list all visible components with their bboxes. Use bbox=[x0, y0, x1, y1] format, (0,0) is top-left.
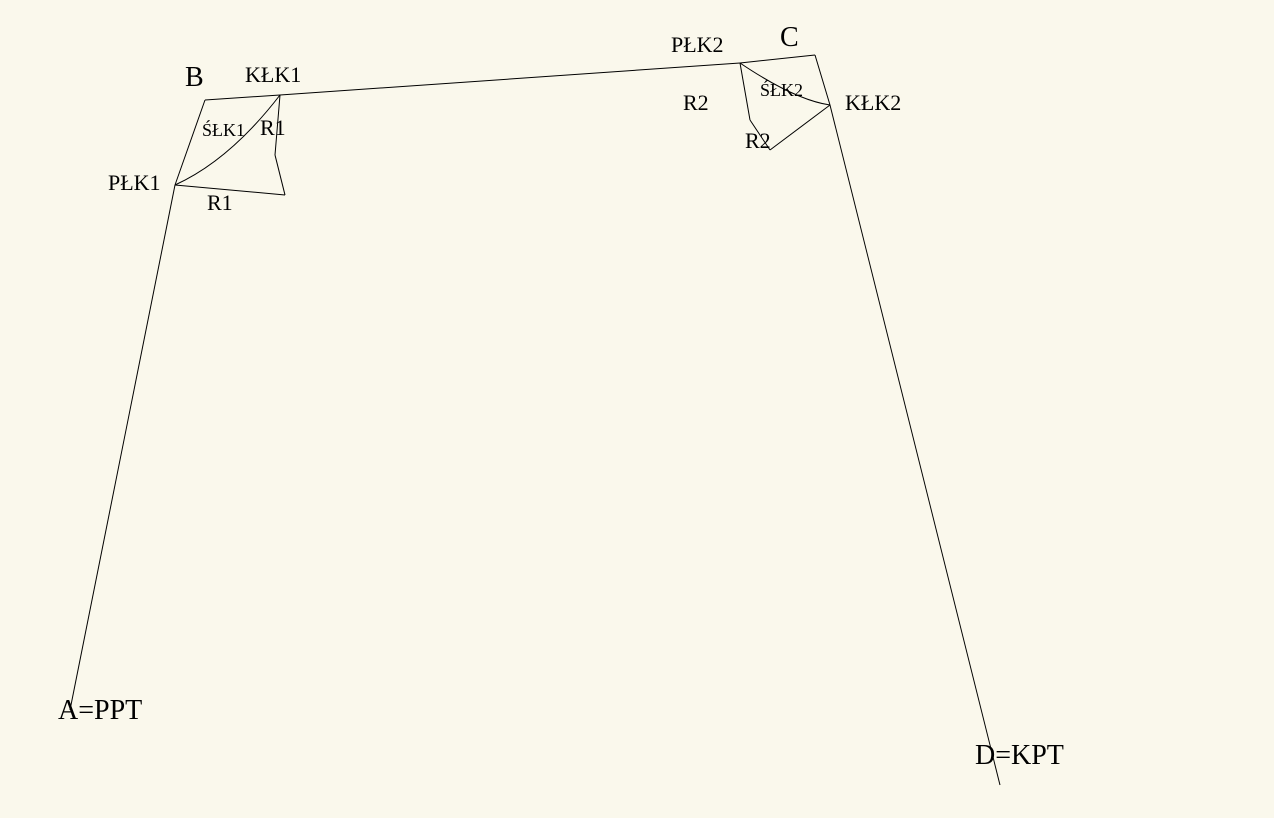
label-A: A=PPT bbox=[58, 695, 142, 727]
label-R1upper: R1 bbox=[260, 115, 286, 141]
label-PLK1: PŁK1 bbox=[108, 170, 161, 196]
label-R2lower: R2 bbox=[745, 128, 771, 154]
label-C: C bbox=[780, 22, 799, 54]
label-SLK1: ŚŁK1 bbox=[202, 120, 245, 141]
geometry-diagram bbox=[0, 0, 1274, 818]
label-R2upper: R2 bbox=[683, 90, 709, 116]
label-SLK2: ŚŁK2 bbox=[760, 80, 803, 101]
label-B: B bbox=[185, 62, 204, 94]
label-PLK2: PŁK2 bbox=[671, 32, 724, 58]
label-D: D=KPT bbox=[975, 740, 1064, 772]
label-R1lower: R1 bbox=[207, 190, 233, 216]
label-KLK1: KŁK1 bbox=[245, 62, 301, 88]
label-KLK2: KŁK2 bbox=[845, 90, 901, 116]
